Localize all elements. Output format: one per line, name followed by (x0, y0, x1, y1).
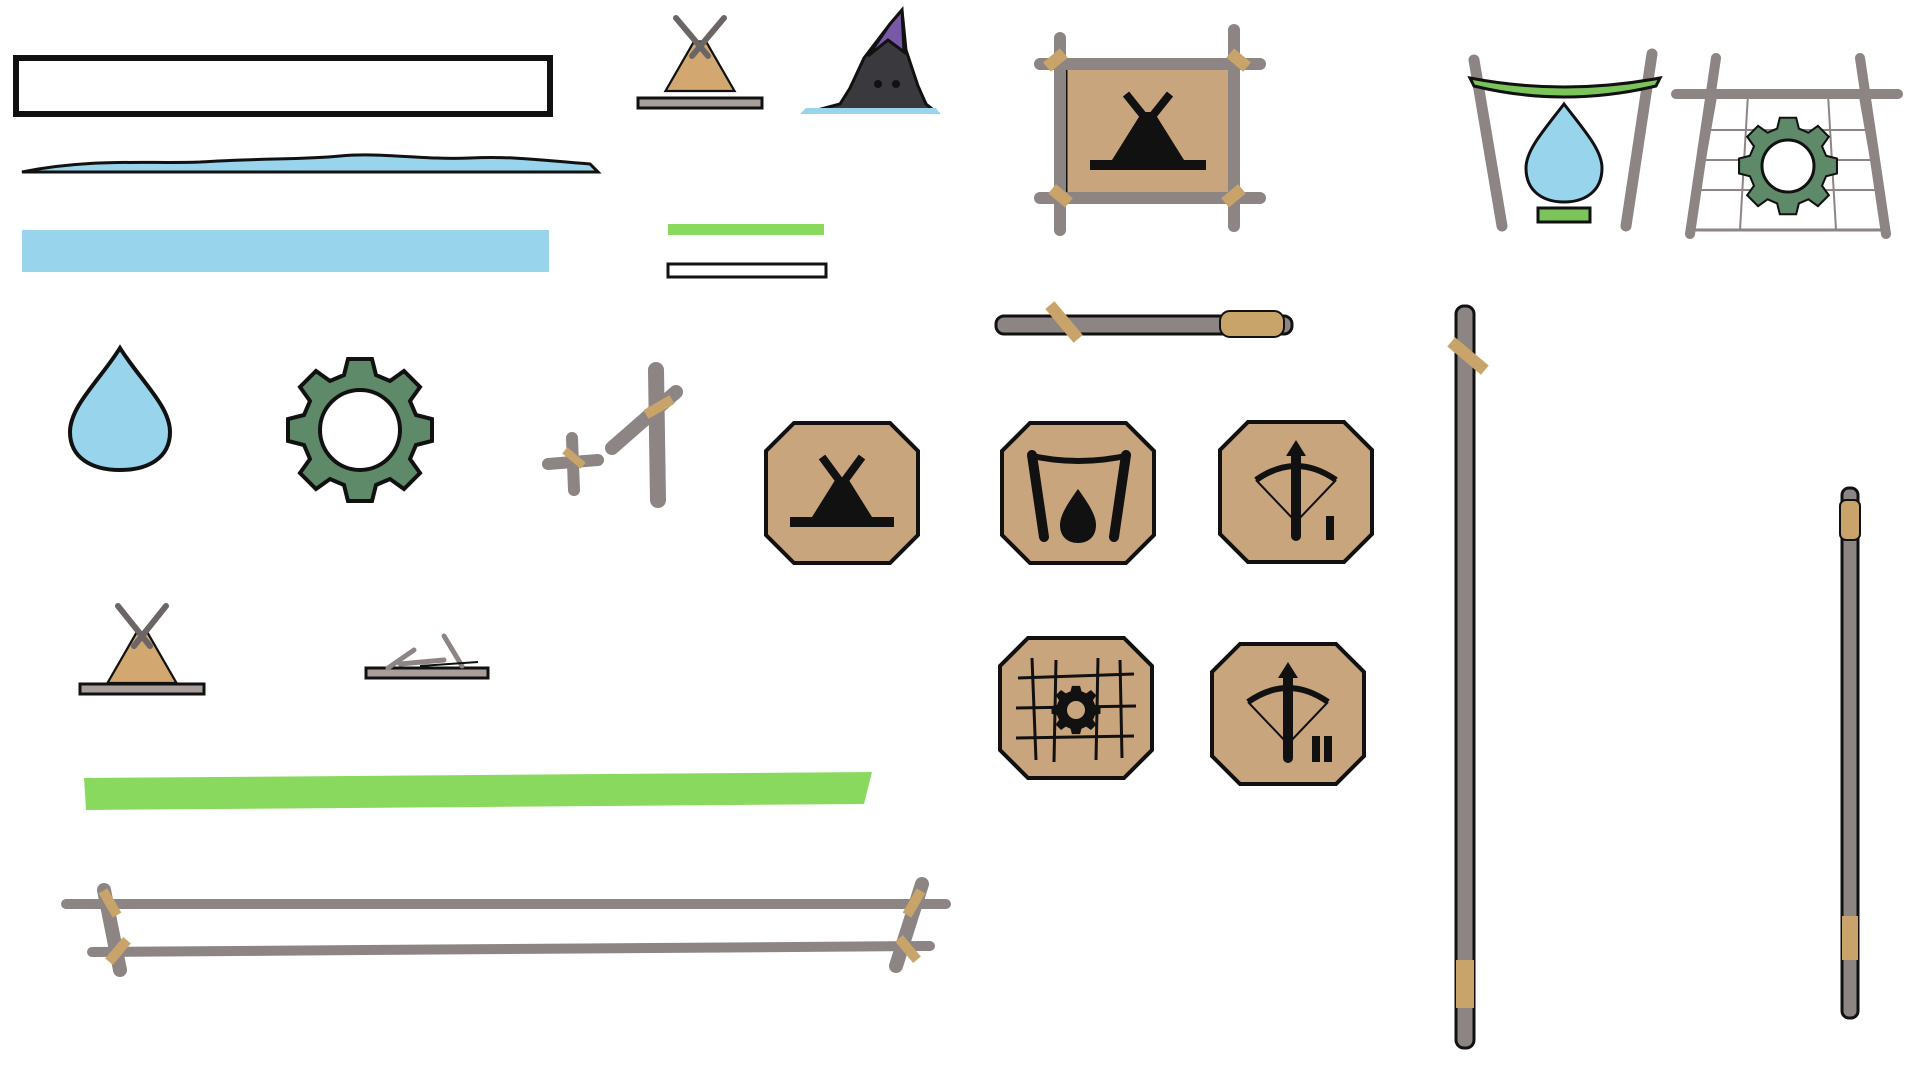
water-button-icon[interactable] (1000, 421, 1156, 565)
wooden-frame-bar-icon (61, 877, 951, 977)
tent-small-icon (636, 15, 764, 110)
thin-pole-icon (1839, 486, 1861, 1020)
wooden-posts-icon (542, 362, 683, 508)
tent-small-2-icon (78, 603, 206, 696)
tall-pole-icon (1447, 304, 1489, 1050)
wooden-stick-icon (994, 301, 1294, 343)
mini-green-bar-icon (668, 224, 824, 235)
mini-bar-frame-icon (666, 262, 828, 279)
gear-net-button-icon[interactable] (998, 636, 1154, 780)
crystal-rock-icon (800, 6, 941, 114)
health-bar-fill-icon (84, 772, 872, 810)
tent-button-icon[interactable] (764, 421, 920, 565)
empty-bar-frame-icon (13, 55, 553, 117)
crossbow-button-icon[interactable] (1218, 420, 1374, 564)
water-surface-strip-icon (21, 153, 602, 174)
water-drop-icon (67, 344, 173, 473)
tent-build-panel-icon (1034, 24, 1266, 236)
gear-icon (286, 357, 434, 503)
gear-workshop-icon (1671, 53, 1903, 239)
crossbow-double-button-icon[interactable] (1210, 642, 1366, 786)
water-bar-fill-icon (22, 230, 549, 272)
water-collector-icon (1467, 48, 1663, 232)
broken-raft-icon (364, 633, 490, 680)
